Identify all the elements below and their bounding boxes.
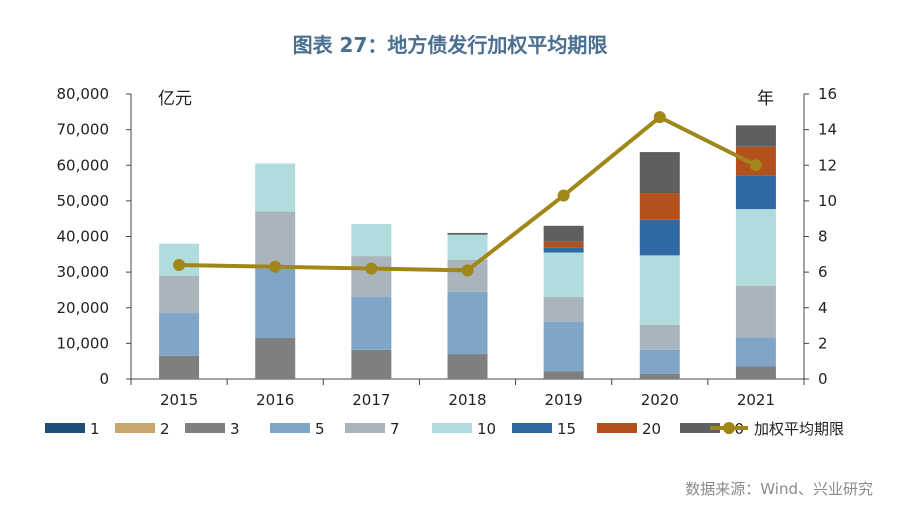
weighted-term-point-2015 [173,259,186,271]
left-tick-label: 20,000 [57,299,110,317]
x-tick-label: 2015 [160,391,198,409]
bar-segment-10-2019 [543,252,584,298]
bar-segment-20-2019 [543,241,584,248]
right-tick-label: 2 [818,334,828,352]
legend-label-10: 10 [477,420,496,438]
bar-segment-7-2016 [255,211,296,269]
bar-segment-20-2020 [639,193,680,220]
bar-segment-5-2021 [735,337,776,367]
bar-segment-15-2021 [735,175,776,210]
bar-segment-30-2021 [735,125,776,147]
bar-segment-7-2015 [159,275,200,314]
left-tick-label: 80,000 [57,85,110,103]
legend-swatch-15 [512,423,552,433]
bar-segment-3-2016 [255,338,296,379]
legend-swatch-2 [115,423,155,433]
x-tick-label: 2021 [737,391,775,409]
left-tick-label: 0 [99,370,109,388]
legend-swatch-5 [270,423,310,433]
legend: 1235710152030加权平均期限 [45,420,844,438]
bar-segment-30-2019 [543,225,584,242]
left-tick-label: 40,000 [57,228,110,246]
bar-segment-5-2019 [543,322,584,372]
bar-segment-3-2021 [735,366,776,379]
bar-segment-7-2021 [735,285,776,338]
plot-area: 0 10,000 20,000 30,000 40,000 50,000 60,000 70,… [57,85,838,409]
bar-segment-10-2020 [639,255,680,325]
legend-label-7: 7 [390,420,400,438]
bar-segment-10-2018 [447,234,488,260]
legend-swatch-20 [597,423,637,433]
weighted-term-point-2020 [653,111,666,124]
left-tick-label: 60,000 [57,156,110,174]
right-tick-label: 12 [818,156,837,174]
bar-segment-10-2016 [255,163,296,212]
right-tick-label: 4 [818,299,828,317]
weighted-term-point-2019 [557,189,570,202]
bar-segment-3-2015 [159,355,200,379]
right-axis-unit: 年 [757,89,774,109]
weighted-term-point-2021 [749,159,762,172]
bar-segment-10-2021 [735,209,776,286]
x-tick-label: 2018 [448,391,486,409]
bar-segment-5-2017 [351,297,392,350]
legend-swatch-3 [185,423,225,433]
weighted-term-point-2018 [461,264,474,277]
x-tick-label: 2017 [352,391,390,409]
weighted-term-point-2017 [365,262,378,275]
legend-label-1: 1 [90,420,100,438]
right-tick-label: 14 [818,121,837,139]
legend-swatch-7 [345,423,385,433]
right-tick-label: 10 [818,192,837,210]
legend-swatch-10 [432,423,472,433]
bar-segment-3-2017 [351,349,392,379]
legend-label-2: 2 [160,420,170,438]
bar-segment-5-2020 [639,349,680,374]
bar-segment-15-2020 [639,219,680,256]
bar-segment-10-2017 [351,224,392,257]
left-tick-label: 10,000 [57,334,110,352]
legend-label-5: 5 [315,420,325,438]
legend-label-20: 20 [642,420,661,438]
chart-title: 图表 27：地方债发行加权平均期限 [293,33,608,57]
left-tick-label: 50,000 [57,192,110,210]
right-tick-label: 16 [818,85,837,103]
legend-line-marker [723,422,735,434]
x-tick-label: 2020 [641,391,679,409]
bar-segment-15-2019 [543,247,584,253]
data-source: 数据来源：Wind、兴业研究 [685,480,873,498]
bar-segment-3-2020 [639,373,680,379]
bar-segment-3-2018 [447,354,488,379]
bar-segment-5-2018 [447,291,488,355]
right-tick-label: 6 [818,263,828,281]
bar-segment-30-2020 [639,152,680,194]
weighted-term-point-2016 [269,260,282,273]
right-tick-label: 0 [818,370,828,388]
legend-label-weighted-term: 加权平均期限 [754,420,844,438]
bar-segment-7-2017 [351,256,392,298]
right-tick-label: 8 [818,228,828,246]
bar-segment-7-2019 [543,297,584,322]
x-tick-label: 2016 [256,391,294,409]
bar-segment-5-2016 [255,268,296,339]
bar-segment-3-2019 [543,371,584,379]
bar-segment-5-2015 [159,313,200,356]
legend-label-15: 15 [557,420,576,438]
left-tick-label: 30,000 [57,263,110,281]
x-tick-label: 2019 [545,391,583,409]
left-axis-unit: 亿元 [158,89,192,109]
bar-segment-7-2020 [639,324,680,350]
legend-label-3: 3 [230,420,240,438]
legend-swatch-30 [680,423,720,433]
legend-swatch-1 [45,423,85,433]
left-tick-label: 70,000 [57,121,110,139]
bar-segment-30-2018 [447,232,488,235]
